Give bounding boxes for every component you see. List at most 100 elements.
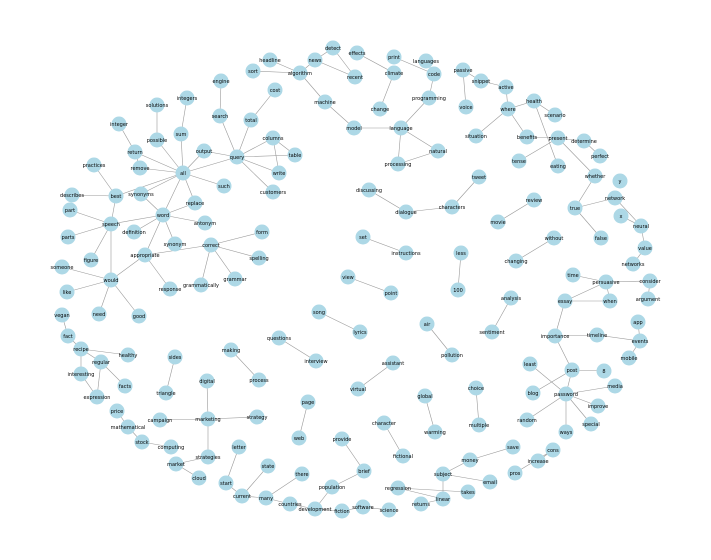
node-language: language bbox=[389, 120, 413, 136]
node-label: argument bbox=[636, 297, 660, 303]
node-email: email bbox=[482, 474, 498, 490]
node-good: good bbox=[131, 308, 147, 324]
node-circle bbox=[490, 214, 506, 230]
node-label: timeline bbox=[587, 333, 607, 339]
node-label: blog bbox=[528, 391, 539, 397]
node-eating: eating bbox=[550, 158, 566, 174]
node-engine: engine bbox=[212, 73, 230, 89]
edge-return-all bbox=[134, 151, 184, 174]
node-label: set bbox=[359, 235, 367, 241]
node-network: network bbox=[605, 190, 625, 206]
node-circle bbox=[558, 424, 574, 440]
node-song: song bbox=[311, 304, 327, 320]
node-circle bbox=[308, 353, 324, 369]
node-circle bbox=[307, 52, 323, 68]
node-circle bbox=[386, 49, 402, 65]
node-label: y bbox=[619, 179, 622, 185]
node-label: pollution bbox=[441, 353, 463, 359]
node-label: cloud bbox=[192, 476, 206, 482]
node-label: machine bbox=[314, 100, 336, 106]
node-label: recipe bbox=[73, 347, 88, 353]
node-circle bbox=[347, 69, 363, 85]
node-development: development bbox=[299, 501, 332, 517]
node-circle bbox=[383, 285, 399, 301]
node-circle bbox=[484, 324, 500, 340]
node-circle bbox=[417, 388, 433, 404]
node-label: customers bbox=[260, 190, 287, 196]
node-circle bbox=[223, 342, 239, 358]
node-circle bbox=[265, 130, 281, 146]
node-label: importance bbox=[541, 334, 570, 340]
node-marketing: marketing bbox=[195, 411, 221, 427]
node-label: passive bbox=[454, 68, 473, 74]
node-where: where bbox=[500, 101, 516, 117]
node-label: price bbox=[111, 409, 123, 415]
node-ways: ways bbox=[558, 424, 574, 440]
node-mobile: mobile bbox=[621, 350, 637, 366]
edge-password-random bbox=[526, 393, 567, 421]
node-label: software bbox=[352, 505, 373, 511]
node-circle bbox=[482, 474, 498, 490]
node-circle bbox=[583, 416, 599, 432]
node-circle bbox=[199, 373, 215, 389]
node-label: detect bbox=[325, 46, 341, 52]
node-password: password bbox=[554, 386, 578, 402]
node-label: code bbox=[428, 72, 440, 78]
node-circle bbox=[613, 208, 629, 224]
node-label: events bbox=[632, 339, 649, 345]
node-climate: climate bbox=[385, 65, 403, 81]
edge-correct-spelling bbox=[210, 244, 260, 259]
node-label: voice bbox=[459, 105, 472, 111]
node-label: campaign bbox=[148, 418, 173, 424]
node-label: situation bbox=[465, 134, 487, 140]
node-circle bbox=[607, 378, 623, 394]
node-circle bbox=[381, 502, 397, 518]
node-instructions: instructions bbox=[391, 245, 421, 261]
node-label: recent bbox=[347, 75, 363, 81]
node-label: write bbox=[273, 171, 286, 177]
node-interesting: interesting bbox=[68, 366, 95, 382]
node-grammar: grammar bbox=[223, 271, 248, 287]
node-present: present bbox=[548, 130, 568, 146]
node-label: best bbox=[111, 194, 122, 200]
node-analysis: analysis bbox=[501, 290, 522, 306]
node-circle bbox=[103, 272, 119, 288]
node-circle bbox=[187, 195, 203, 211]
node-circle bbox=[294, 466, 310, 482]
node-circle bbox=[413, 496, 429, 512]
node-circle bbox=[203, 237, 219, 253]
node-label: tense bbox=[512, 159, 526, 165]
node-label: like bbox=[63, 290, 72, 296]
node-circle bbox=[473, 73, 489, 89]
node-label: practices bbox=[83, 163, 106, 169]
node-effects: effects bbox=[349, 45, 366, 61]
node-label: discussing bbox=[356, 188, 382, 194]
node-parts: parts bbox=[60, 229, 76, 245]
node-circle bbox=[625, 256, 641, 272]
node-output: output bbox=[196, 143, 212, 159]
node-circle bbox=[167, 236, 183, 252]
node-label: fiction bbox=[334, 509, 349, 515]
node-someone: someone bbox=[51, 259, 73, 275]
node-label: cons bbox=[547, 448, 559, 454]
node-circle bbox=[350, 381, 366, 397]
node-view: view bbox=[340, 269, 356, 285]
node-natural: natural bbox=[429, 143, 447, 159]
node-circle bbox=[468, 380, 484, 396]
node-best: best bbox=[108, 188, 124, 204]
node-provide: provide bbox=[333, 431, 351, 447]
node-circle bbox=[167, 349, 183, 365]
node-write: write bbox=[271, 165, 287, 181]
node-circle bbox=[271, 330, 287, 346]
node-label: computing bbox=[158, 445, 185, 451]
node-circle bbox=[607, 190, 623, 206]
node-label: digital bbox=[199, 379, 215, 385]
node-circle bbox=[418, 53, 434, 69]
node-label: interesting bbox=[68, 372, 95, 378]
node-circle bbox=[547, 328, 563, 344]
node-regression: regression bbox=[385, 480, 411, 496]
edge-persuasive-essay bbox=[564, 281, 607, 302]
node-table: table bbox=[287, 147, 303, 163]
node-web: web bbox=[291, 430, 307, 446]
node-special: special bbox=[582, 416, 600, 432]
